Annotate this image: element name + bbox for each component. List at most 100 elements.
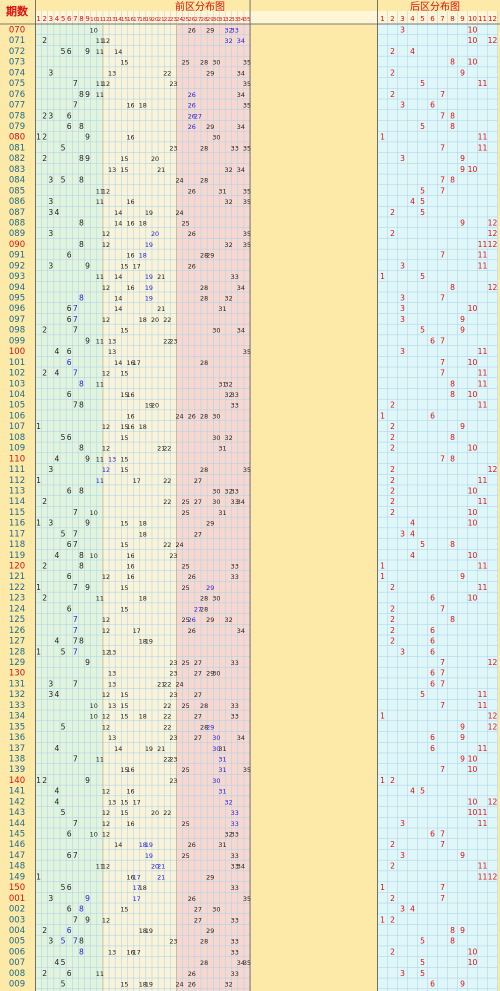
- front-number: 9: [85, 336, 90, 345]
- front-column-header: 17: [133, 17, 141, 23]
- front-number: 15: [120, 541, 128, 549]
- repeat-front-number: 26: [188, 616, 196, 624]
- front-number: 5: [61, 433, 66, 442]
- back-number: 7: [440, 701, 445, 710]
- front-number: 15: [120, 391, 128, 399]
- front-number: 31: [218, 445, 226, 453]
- front-number: 31: [218, 187, 226, 195]
- back-column-header: 1: [380, 15, 384, 23]
- back-number: 6: [430, 647, 435, 656]
- repeat-front-number: 31: [218, 755, 226, 763]
- front-number: 12: [102, 788, 110, 796]
- front-number: 14: [114, 209, 122, 217]
- back-number: 2: [390, 465, 395, 474]
- back-number: 11: [478, 497, 488, 506]
- period-number: 101: [9, 358, 25, 368]
- zone-1-background: [35, 24, 103, 991]
- back-number: 3: [400, 905, 405, 914]
- front-number: 16: [126, 423, 134, 431]
- front-number: 11: [96, 455, 104, 463]
- front-number: 3: [48, 208, 53, 217]
- period-number: 097: [9, 315, 25, 325]
- front-number: 12: [102, 916, 110, 924]
- front-number: 3: [48, 197, 53, 206]
- front-number: 17: [133, 627, 141, 635]
- repeat-front-number: 19: [145, 273, 153, 281]
- front-number: 19: [145, 981, 153, 989]
- front-number: 5: [61, 47, 66, 56]
- period-number: 105: [9, 401, 25, 411]
- front-number: 32: [225, 981, 233, 989]
- back-number: 9: [460, 980, 465, 989]
- back-number: 2: [390, 229, 395, 238]
- back-column-header: 3: [400, 15, 404, 23]
- back-number: 11: [478, 261, 488, 270]
- period-number: 099: [9, 336, 25, 346]
- front-number: 3: [48, 176, 53, 185]
- front-number: 3: [48, 229, 53, 238]
- front-number: 4: [55, 797, 60, 806]
- front-number: 34: [237, 627, 245, 635]
- period-number: 090: [9, 240, 25, 250]
- front-number: 30: [212, 487, 220, 495]
- back-column-header: 5: [420, 15, 424, 23]
- front-number: 26: [188, 412, 196, 420]
- front-number: 10: [90, 702, 98, 710]
- back-number: 10: [468, 594, 478, 603]
- repeat-front-number: 32: [225, 37, 233, 45]
- table-row: 080 1 2 9 16 30 1 11: [9, 133, 488, 143]
- back-number: 6: [430, 637, 435, 646]
- period-number: 127: [9, 637, 25, 647]
- front-number: 11: [96, 273, 104, 281]
- back-number: 6: [430, 733, 435, 742]
- front-number: 5: [61, 958, 66, 967]
- back-number: 3: [400, 647, 405, 656]
- back-number: 12: [488, 283, 498, 292]
- front-number: 33: [231, 573, 239, 581]
- table-row: 115 7 10 25 31 2 10: [9, 508, 478, 518]
- front-number: 4: [55, 787, 60, 796]
- period-number: 083: [9, 165, 25, 175]
- period-number: 094: [9, 283, 25, 293]
- front-number: 33: [231, 938, 239, 946]
- back-number: 7: [440, 894, 445, 903]
- period-number: 003: [9, 915, 25, 925]
- front-number: 8: [79, 154, 84, 163]
- front-number: 15: [120, 262, 128, 270]
- back-number: 12: [488, 658, 498, 667]
- period-number: 004: [9, 926, 25, 936]
- back-number: 4: [410, 905, 415, 914]
- period-number: 114: [9, 497, 25, 507]
- front-number: 4: [55, 208, 60, 217]
- repeat-front-number: 7: [73, 315, 78, 324]
- table-row: 102 2 4 7 12 15 7 11: [9, 369, 488, 379]
- back-number: 8: [450, 379, 455, 388]
- back-number: 12: [488, 712, 498, 721]
- front-number: 33: [231, 713, 239, 721]
- repeat-front-number: 8: [79, 379, 84, 388]
- front-number: 33: [231, 948, 239, 956]
- back-number: 10: [468, 508, 478, 517]
- period-number: 121: [9, 572, 25, 582]
- period-number: 110: [9, 454, 25, 464]
- front-number: 9: [85, 583, 90, 592]
- repeat-front-number: 12: [102, 466, 110, 474]
- back-number: 9: [460, 165, 465, 174]
- table-row: 089 3 12 20 26 35 2 12: [9, 229, 498, 239]
- front-number: 22: [163, 445, 171, 453]
- front-number: 26: [188, 841, 196, 849]
- front-number: 28: [200, 412, 208, 420]
- table-row: 092 3 9 15 17 26 3 11: [9, 261, 488, 271]
- repeat-front-number: 34: [237, 37, 245, 45]
- period-number: 070: [9, 26, 25, 36]
- back-number: 10: [468, 947, 478, 956]
- front-number: 13: [108, 166, 116, 174]
- front-number: 32: [225, 391, 233, 399]
- front-number: 16: [126, 412, 134, 420]
- period-number: 108: [9, 433, 25, 443]
- back-number: 11: [478, 476, 488, 485]
- table-row: 122 1 7 9 15 25 29 2 11: [9, 583, 488, 593]
